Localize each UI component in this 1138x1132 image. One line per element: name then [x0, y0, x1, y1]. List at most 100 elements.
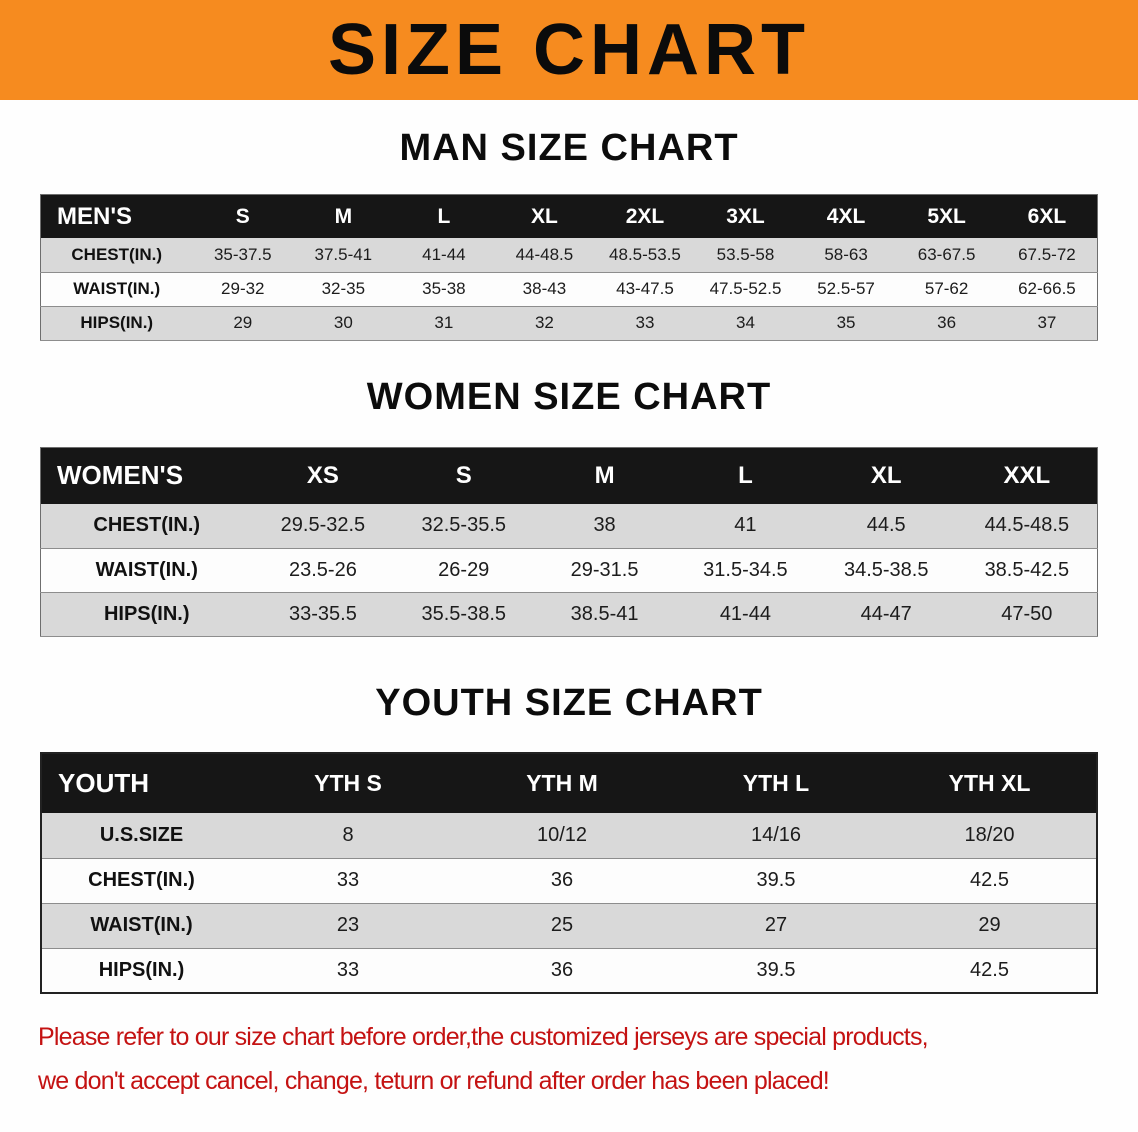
size-value-cell: 47-50 [1001, 602, 1053, 625]
size-value-cell: 38.5-42.5 [984, 558, 1070, 581]
size-value-cell: 29-31.5 [570, 558, 639, 581]
size-value-cell: 27 [764, 914, 788, 937]
measurement-row: HIPS(IN.) 33-35.5 35.5-38.5 38.5-41 41-44 44-… [40, 592, 1098, 637]
size-value-cell: 26-29 [438, 558, 490, 581]
size-value-cell: 30 [333, 313, 353, 333]
measurement-label: U.S.SIZE [99, 824, 184, 847]
size-value-cell: 33 [635, 313, 655, 333]
measurement-row: WAIST(IN.) 23.5-26 26-29 29-31.5 31.5-34.5 34… [40, 548, 1098, 593]
size-column-header: M [293, 194, 394, 239]
size-column-header: M [534, 447, 675, 505]
measurement-row: U.S.SIZE 8 10/12 14/16 18/20 [41, 813, 1097, 859]
men-section-heading: MAN SIZE CHART [399, 127, 739, 169]
size-value-cell: 18/20 [964, 824, 1015, 847]
size-value-cell: 32.5-35.5 [421, 514, 506, 537]
size-value-cell: 31 [434, 313, 454, 333]
size-value-cell: 35.5-38.5 [421, 602, 506, 625]
measurement-row: HIPS(IN.) 29 30 31 32 33 34 35 36 37 [40, 306, 1098, 341]
size-value-cell: 63-67.5 [917, 245, 976, 265]
size-value-cell: 37.5-41 [314, 245, 373, 265]
size-column-header: 6XL [996, 194, 1098, 239]
size-column-header: YTH L [669, 753, 883, 814]
size-value-cell: 58-63 [824, 245, 868, 265]
youth-size-table: YOUTH YTH S YTH M YTH L YTH XL U.S.SIZE 8 10/12… [40, 752, 1098, 995]
size-value-cell: 37 [1037, 313, 1057, 333]
size-value-cell: 35 [836, 313, 856, 333]
size-header-row: WOMEN'S XS S M L XL XXL [40, 447, 1098, 505]
youth-section-heading: YOUTH SIZE CHART [375, 681, 763, 724]
size-value-cell: 41 [734, 514, 757, 537]
women-size-section: WOMEN SIZE CHART WOMEN'S XS S M L XL XXL CHEST(… [0, 341, 1138, 637]
size-value-cell: 52.5-57 [817, 279, 875, 299]
measurement-label: HIPS(IN.) [103, 602, 190, 625]
size-value-cell: 29-32 [221, 279, 265, 299]
size-value-cell: 39.5 [756, 959, 796, 982]
size-column-header: XXL [956, 447, 1098, 505]
measurement-label: CHEST(IN.) [71, 245, 163, 265]
measurement-row: CHEST(IN.) 33 36 39.5 42.5 [41, 858, 1097, 904]
size-value-cell: 44.5 [866, 514, 906, 537]
size-value-cell: 33 [336, 869, 360, 892]
women-section-heading: WOMEN SIZE CHART [366, 375, 772, 418]
size-header-row: MEN'S S M L XL 2XL 3XL 4XL 5XL 6XL [40, 194, 1098, 239]
size-value-cell: 23 [336, 914, 360, 937]
size-value-cell: 36 [550, 959, 574, 982]
size-value-cell: 29 [978, 914, 1001, 937]
youth-size-section: YOUTH SIZE CHART YOUTH YTH S YTH M YTH L YTH… [0, 637, 1138, 995]
size-column-header: XL [815, 447, 957, 505]
page-title: SIZE CHART [328, 10, 810, 90]
size-value-cell: 42.5 [970, 959, 1009, 982]
disclaimer: Please refer to our size chart before or… [0, 994, 1138, 1097]
size-value-cell: 44-48.5 [515, 245, 574, 265]
size-value-cell: 25 [550, 914, 574, 937]
size-value-cell: 34 [736, 313, 755, 333]
size-column-header: S [393, 447, 535, 505]
size-value-cell: 38.5-41 [570, 602, 639, 625]
measurement-row: HIPS(IN.) 33 36 39.5 42.5 [41, 948, 1097, 994]
size-value-cell: 67.5-72 [1018, 245, 1076, 265]
size-value-cell: 10/12 [536, 824, 588, 847]
size-column-header: XL [494, 194, 595, 239]
size-value-cell: 44.5-48.5 [984, 514, 1070, 537]
size-column-header: YTH XL [883, 753, 1097, 814]
size-value-cell: 35-37.5 [213, 245, 272, 265]
size-value-cell: 48.5-53.5 [609, 245, 681, 265]
size-value-cell: 34.5-38.5 [843, 558, 929, 581]
size-column-header: YTH S [241, 753, 455, 814]
measurement-row: CHEST(IN.) 35-37.5 37.5-41 41-44 44-48.5 48.5… [40, 238, 1098, 273]
measurement-label: WAIST(IN.) [90, 914, 193, 937]
size-column-header: XS [252, 447, 394, 505]
size-value-cell: 36 [937, 313, 957, 333]
disclaimer-line-2: we don't accept cancel, change, teturn o… [38, 1066, 830, 1095]
size-column-header: 5XL [896, 194, 997, 239]
size-column-header: L [393, 194, 495, 239]
size-column-header: YTH M [455, 753, 669, 814]
size-value-cell: 33 [336, 959, 360, 982]
size-value-cell: 44-47 [860, 602, 912, 625]
size-header-row: YOUTH YTH S YTH M YTH L YTH XL [41, 753, 1097, 814]
group-label: YOUTH [41, 753, 241, 814]
size-value-cell: 14/16 [750, 824, 802, 847]
size-value-cell: 43-47.5 [616, 279, 674, 299]
size-value-cell: 39.5 [756, 869, 796, 892]
size-column-header: L [674, 447, 816, 505]
size-column-header: S [192, 194, 294, 239]
size-value-cell: 42.5 [970, 869, 1009, 892]
size-value-cell: 38 [593, 514, 616, 537]
size-value-cell: 41-44 [719, 602, 771, 625]
size-value-cell: 31.5-34.5 [703, 558, 788, 581]
size-value-cell: 57-62 [924, 279, 969, 299]
men-size-section: MAN SIZE CHART MEN'S S M L XL 2XL 3XL 4XL 5XL 6XL… [0, 100, 1138, 341]
measurement-row: WAIST(IN.) 23 25 27 29 [41, 903, 1097, 949]
banner: SIZE CHART [0, 0, 1138, 100]
group-label: WOMEN'S [40, 447, 253, 505]
size-column-header: 2XL [594, 194, 696, 239]
size-value-cell: 47.5-52.5 [709, 279, 782, 299]
size-value-cell: 29.5-32.5 [280, 514, 366, 537]
measurement-row: CHEST(IN.) 29.5-32.5 32.5-35.5 38 41 44.5 44.5… [40, 504, 1098, 549]
group-label: MEN'S [40, 194, 193, 239]
size-value-cell: 29 [233, 313, 253, 333]
size-value-cell: 8 [342, 824, 354, 847]
size-column-header: 3XL [695, 194, 796, 239]
